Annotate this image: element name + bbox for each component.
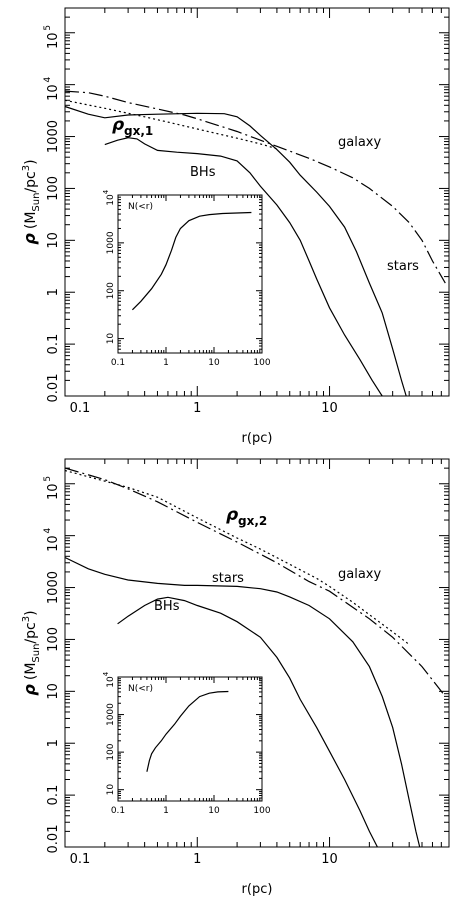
y-tick-label-exponent: 5 — [43, 25, 53, 31]
inset-y-tick-label-base: 10 — [106, 194, 116, 206]
annotation-rho-gx: ρ — [112, 115, 124, 135]
y-tick-label-exponent: 5 — [43, 476, 53, 482]
y-axis-label-slash: /pc — [23, 622, 39, 643]
x-tick-label: 1 — [193, 401, 201, 416]
y-tick-label-pow: 105 — [43, 25, 61, 49]
y-axis-label-rho: ρ — [20, 684, 39, 696]
x-tick-label: 1 — [193, 852, 201, 867]
inset-y-tick-label: 1000 — [106, 231, 116, 254]
y-tick-label-exponent: 4 — [43, 528, 53, 534]
series-rho_gx-line — [64, 469, 410, 645]
y-tick-label: 10 — [46, 232, 61, 249]
annotation-rho-gx-subscript: gx,1 — [124, 124, 153, 138]
x-tick-label: 0.1 — [70, 852, 91, 867]
x-axis-label: r(pc) — [242, 431, 273, 446]
inset-y-tick-label: 1000 — [106, 703, 116, 726]
y-tick-label-pow: 104 — [43, 528, 61, 552]
y-tick-label-base: 10 — [46, 32, 61, 49]
y-tick-label: 10 — [46, 683, 61, 700]
inset-y-tick-label-exponent: 4 — [102, 189, 110, 194]
inset-y-tick-label-exponent: 4 — [102, 671, 110, 676]
inset-y-tick-label-base: 10 — [106, 676, 116, 688]
series-stars-line — [64, 105, 407, 397]
y-tick-label: 1000 — [46, 571, 61, 604]
annotation-rho-gx-subscript: gx,2 — [238, 514, 267, 528]
plot-frame — [64, 7, 450, 397]
y-tick-label: 0.1 — [46, 334, 61, 355]
y-axis-label-open: (M — [23, 212, 39, 230]
y-tick-label: 1 — [46, 288, 61, 296]
series-galaxy-line — [64, 467, 446, 697]
y-axis-label: ρ (MSun/pc3) — [20, 159, 42, 244]
y-tick-label-pow: 105 — [43, 476, 61, 500]
y-axis-label: ρ (MSun/pc3) — [20, 610, 42, 695]
y-tick-label: 0.01 — [46, 825, 61, 854]
series-galaxy-line — [64, 90, 446, 284]
annotation-stars: stars — [387, 259, 419, 274]
inset-x-tick-label: 1 — [163, 806, 169, 816]
inset-y-tick-label: 10 — [106, 333, 116, 345]
y-axis-label-slash: /pc — [23, 171, 39, 192]
y-axis-label-sub: Sun — [31, 193, 42, 212]
inset-frame — [117, 194, 263, 354]
y-tick-label-base: 10 — [46, 483, 61, 500]
annotation-galaxy: galaxy — [338, 135, 381, 150]
y-tick-label: 100 — [46, 627, 61, 652]
annotation-bhs: BHs — [190, 165, 216, 180]
y-tick-label: 0.01 — [46, 374, 61, 403]
y-tick-label: 1 — [46, 739, 61, 747]
inset-label: N(<r) — [128, 202, 153, 212]
y-axis-label-sub: Sun — [31, 644, 42, 663]
y-axis-label-open: (M — [23, 663, 39, 681]
plot-frame — [64, 458, 450, 848]
y-tick-label-exponent: 4 — [43, 77, 53, 83]
y-tick-label: 100 — [46, 176, 61, 201]
series-bhs-line — [117, 596, 378, 848]
x-tick-label: 10 — [321, 401, 338, 416]
inset-cumulative-line — [131, 211, 252, 311]
x-tick-label: 10 — [321, 852, 338, 867]
inset-x-tick-label: 100 — [253, 358, 270, 368]
x-axis-label: r(pc) — [242, 882, 273, 897]
annotation-galaxy: galaxy — [338, 567, 381, 582]
y-tick-label-base: 10 — [46, 84, 61, 101]
annotation-stars: stars — [212, 571, 244, 586]
inset-label: N(<r) — [128, 684, 153, 694]
inset-x-tick-label: 100 — [253, 806, 270, 816]
series-rho_gx-line — [64, 99, 278, 150]
y-axis-label-close: ) — [23, 159, 39, 164]
inset-frame — [117, 676, 263, 802]
inset-y-tick-label-pow: 104 — [102, 671, 116, 687]
y-tick-label-pow: 104 — [43, 77, 61, 101]
inset-x-tick-label: 10 — [208, 806, 220, 816]
annotation-rho-gx: ρ — [226, 505, 238, 525]
inset-y-tick-label: 10 — [106, 784, 116, 796]
y-tick-label-base: 10 — [46, 535, 61, 552]
series-bhs-line — [104, 137, 383, 397]
inset-x-tick-label: 1 — [163, 358, 169, 368]
y-axis-label-sup: 3 — [21, 165, 32, 171]
y-axis-label-close: ) — [23, 610, 39, 615]
inset-y-tick-label-pow: 104 — [102, 189, 116, 205]
y-axis-label-rho: ρ — [20, 233, 39, 245]
annotation-bhs: BHs — [154, 599, 180, 614]
y-tick-label: 1000 — [46, 120, 61, 153]
y-tick-label: 0.1 — [46, 785, 61, 806]
series-stars-line — [64, 556, 421, 848]
y-axis-label-sup: 3 — [21, 616, 32, 622]
inset-x-tick-label: 0.1 — [111, 358, 125, 368]
inset-cumulative-line — [146, 690, 229, 772]
inset-x-tick-label: 10 — [208, 358, 220, 368]
x-tick-label: 0.1 — [70, 401, 91, 416]
inset-x-tick-label: 0.1 — [111, 806, 125, 816]
inset-y-tick-label: 100 — [106, 743, 116, 760]
inset-y-tick-label: 100 — [106, 282, 116, 299]
